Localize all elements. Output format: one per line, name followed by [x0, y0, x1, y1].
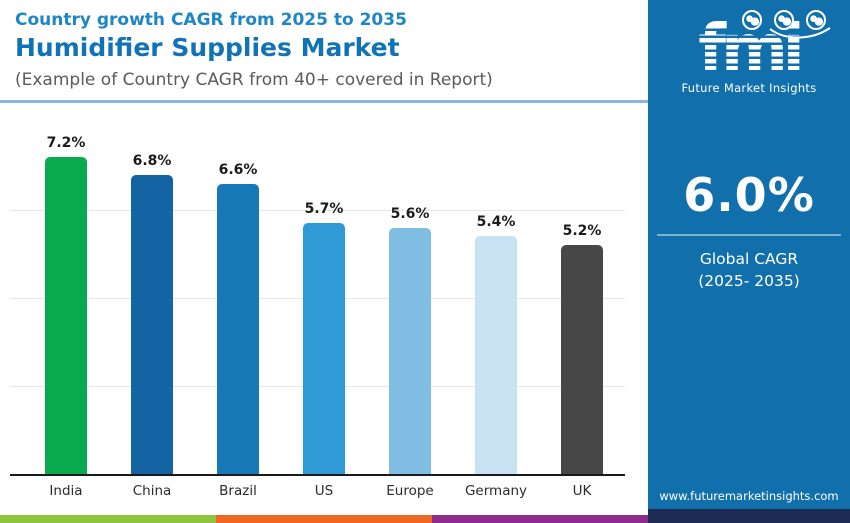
footer-stripes [0, 515, 648, 523]
logo-caption: Future Market Insights [681, 81, 817, 95]
logo-stripes-overlay [664, 24, 834, 78]
bar-value-label-brazil: 6.6% [218, 161, 258, 178]
grid-line [10, 210, 625, 211]
bar-value-label-india: 7.2% [46, 135, 86, 152]
category-label-us: US [314, 483, 334, 499]
footer-stripe-0 [0, 515, 216, 523]
us-map-globe-icon [742, 10, 762, 30]
europe-map-globe-icon [774, 10, 794, 30]
world-globe-icon [806, 10, 826, 30]
bar-value-label-germany: 5.4% [476, 214, 516, 231]
bar-brazil [217, 183, 259, 474]
chart-subtitle: (Example of Country CAGR from 40+ covere… [15, 70, 493, 90]
website-url: www.futuremarketinsights.com [659, 489, 839, 503]
category-label-india: India [49, 483, 83, 499]
bar-uk [561, 245, 603, 474]
category-label-brazil: Brazil [219, 483, 257, 499]
stat-value: 6.0% [683, 168, 815, 222]
bar-value-label-china: 6.8% [132, 152, 172, 169]
bar-value-label-us: 5.7% [304, 201, 344, 218]
logo-globes [664, 10, 834, 30]
category-label-germany: Germany [464, 483, 528, 499]
bar-value-label-uk: 5.2% [562, 223, 602, 240]
stat-label: Global CAGR (2025- 2035) [648, 248, 850, 293]
bar-india [45, 157, 87, 474]
x-axis [10, 474, 625, 476]
bar-chart: 7.2% 6.8% 6.6% 5.7% 5.6% 5.4% 5.2% [10, 135, 625, 474]
stat-label-line1: Global CAGR [699, 250, 799, 268]
global-cagr-stat: 6.0% Global CAGR (2025- 2035) [648, 168, 850, 293]
brand-panel: fmi Future Market Insights 6.0% Global C… [648, 0, 850, 523]
stat-divider [657, 234, 841, 236]
bar-us [303, 223, 345, 474]
bar-china [131, 174, 173, 474]
fmi-logo: fmi Future Market Insights [664, 10, 834, 95]
category-label-europe: Europe [386, 483, 434, 499]
category-label-uk: UK [572, 483, 592, 499]
category-label-china: China [132, 483, 172, 499]
header-divider [0, 100, 648, 103]
bar-europe [389, 227, 431, 474]
page-title: Humidifier Supplies Market [15, 33, 400, 62]
stat-label-line2: (2025- 2035) [698, 272, 800, 291]
bar-value-label-europe: 5.6% [390, 205, 430, 222]
footer-stripe-1 [216, 515, 432, 523]
footer-stripe-2 [432, 515, 648, 523]
chart-kicker: Country growth CAGR from 2025 to 2035 [15, 10, 407, 30]
bar-germany [475, 236, 517, 474]
logo-swoosh-icon [769, 27, 831, 39]
panel-footer-strip [648, 509, 850, 523]
chart-section: Country growth CAGR from 2025 to 2035 Hu… [0, 10, 648, 523]
